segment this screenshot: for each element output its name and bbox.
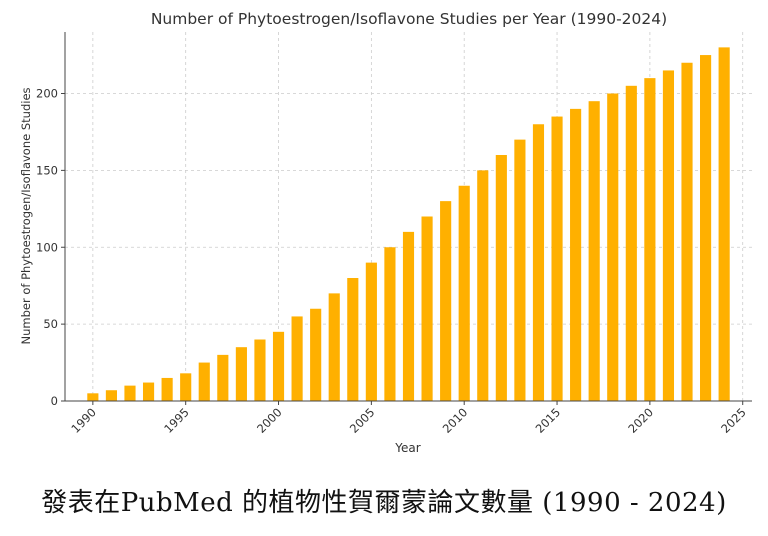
bars	[87, 47, 730, 401]
bar-2019	[625, 85, 637, 401]
bar-2022	[681, 62, 693, 401]
bar-2018	[607, 93, 619, 401]
bar-1991	[105, 390, 117, 401]
bar-2015	[551, 116, 563, 401]
bar-2020	[644, 78, 656, 401]
x-axis-label: Year	[394, 441, 420, 455]
bar-2012	[495, 155, 507, 401]
y-axis-label: Number of Phytoestrogen/Isoflavone Studi…	[19, 87, 33, 344]
bar-1990	[87, 393, 99, 401]
bar-2001	[291, 316, 303, 401]
figure-caption: 發表在PubMed 的植物性賀爾蒙論文數量 (1990 - 2024)	[41, 488, 727, 518]
y-tick-label: 150	[36, 163, 58, 177]
bar-2006	[384, 247, 396, 401]
bar-1998	[235, 347, 247, 401]
bar-2011	[477, 170, 489, 401]
y-tick-label: 0	[51, 394, 58, 408]
bar-2023	[700, 55, 712, 401]
bar-1996	[198, 362, 210, 401]
bar-2009	[440, 201, 452, 401]
x-tick-label: 2010	[440, 405, 471, 436]
x-tick-label: 2000	[254, 405, 285, 436]
bar-2024	[718, 47, 730, 401]
x-tick-label: 2015	[533, 405, 564, 436]
bar-1994	[161, 377, 173, 401]
bar-2004	[347, 278, 359, 401]
bar-2000	[272, 331, 285, 401]
x-tick-label: 1990	[68, 405, 99, 436]
bar-2014	[532, 124, 545, 401]
bar-2017	[588, 101, 600, 401]
bar-2010	[458, 185, 470, 401]
bar-2003	[328, 293, 340, 401]
axes	[61, 32, 752, 405]
bar-1997	[217, 354, 229, 401]
bar-2008	[421, 216, 433, 401]
y-tick-label: 200	[36, 87, 58, 101]
bar-1999	[254, 339, 266, 401]
bar-2016	[570, 108, 582, 401]
x-tick-label: 2020	[625, 405, 656, 436]
bar-2002	[310, 308, 322, 401]
bar-1995	[180, 373, 192, 401]
chart-canvas: Number of Phytoestrogen/Isoflavone Studi…	[19, 10, 752, 455]
x-tick-label: 2005	[347, 405, 378, 436]
x-tick-label: 1995	[161, 405, 192, 436]
x-tick-label: 2025	[718, 405, 749, 436]
grid-lines	[65, 32, 752, 402]
y-tick-label: 50	[43, 317, 58, 331]
bar-2013	[514, 139, 526, 401]
chart-title: Number of Phytoestrogen/Isoflavone Studi…	[151, 10, 667, 28]
bar-1992	[124, 385, 136, 401]
bar-2021	[662, 70, 675, 401]
bar-chart: Number of Phytoestrogen/Isoflavone Studi…	[19, 10, 752, 455]
y-tick-label: 100	[36, 240, 58, 254]
bar-2005	[365, 262, 377, 401]
bar-2007	[402, 231, 415, 401]
bar-1993	[142, 382, 155, 401]
